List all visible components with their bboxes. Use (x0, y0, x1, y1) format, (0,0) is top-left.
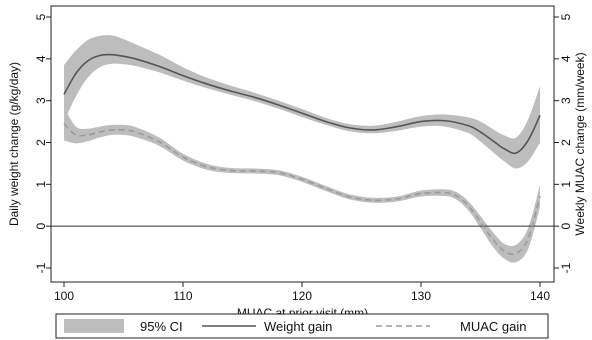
x-tick-label: 100 (54, 289, 74, 303)
y-axis-left: -1 0 1 2 3 4 5 (34, 13, 51, 273)
y-right-tick-label: 4 (559, 55, 573, 62)
legend: 95% CI Weight gain MUAC gain (55, 313, 549, 339)
legend-weight-label: Weight gain (264, 319, 332, 334)
x-tick-label: 130 (411, 289, 431, 303)
y-axis-right-title: Weekly MUAC change (mm/week) (573, 52, 587, 235)
x-tick-label: 140 (530, 289, 550, 303)
legend-ci-label: 95% CI (140, 319, 183, 334)
ci-band-weight-gain (64, 35, 540, 169)
y-left-tick-label: 2 (34, 139, 48, 146)
line-weight-gain (63, 53, 541, 155)
y-left-tick-label: -1 (34, 262, 48, 273)
y-left-tick-label: 0 (34, 223, 48, 230)
x-axis: 100 110 120 130 140 (54, 282, 550, 303)
y-right-tick-label: -1 (559, 262, 573, 273)
y-right-tick-label: 1 (559, 181, 573, 188)
x-tick-label: 120 (292, 289, 312, 303)
y-left-tick-label: 4 (34, 55, 48, 62)
legend-box (55, 313, 549, 339)
legend-ci-swatch (64, 319, 124, 333)
y-right-tick-label: 5 (559, 13, 573, 20)
y-right-tick-label: 3 (559, 97, 573, 104)
x-tick-label: 110 (173, 289, 192, 303)
y-axis-right: -1 0 1 2 3 4 5 (554, 13, 573, 273)
legend-muac-label: MUAC gain (460, 319, 526, 334)
y-axis-left-title: Daily weight change (g/kg/day) (7, 62, 21, 226)
series-lines (63, 53, 541, 256)
y-right-tick-label: 2 (559, 139, 573, 146)
line-muac-gain (63, 123, 541, 256)
y-left-tick-label: 3 (34, 97, 48, 104)
y-left-tick-label: 5 (34, 13, 48, 20)
confidence-bands (64, 35, 540, 263)
y-right-tick-label: 0 (559, 223, 573, 230)
y-left-tick-label: 1 (34, 181, 48, 188)
